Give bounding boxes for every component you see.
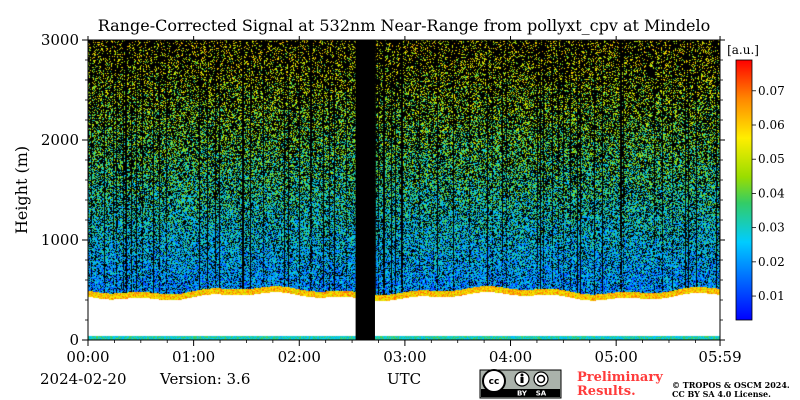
cc-license-badge: cc BY SA — [479, 369, 562, 399]
y-tick-label: 3000 — [41, 31, 79, 49]
colorbar-unit-label: [a.u.] — [727, 43, 759, 57]
data-gap-layer — [355, 40, 375, 340]
preliminary-label-line2: Results. — [577, 384, 636, 399]
colorbar-axis: 0.01 0.02 0.03 0.04 0.05 0.06 0.07 — [752, 84, 785, 303]
colorbar-tick-label: 0.03 — [758, 221, 785, 235]
chart-title: Range-Corrected Signal at 532nm Near-Ran… — [98, 16, 711, 35]
by-attribution-icon — [514, 371, 530, 387]
x-axis: 00:00 01:00 02:00 03:00 04:00 05:00 05:59 — [66, 36, 742, 366]
cc-icon: cc — [482, 369, 506, 393]
colorbar-tick-label: 0.02 — [758, 255, 785, 269]
y-tick-label: 1000 — [41, 231, 79, 249]
preliminary-label-line1: Preliminary — [577, 370, 663, 385]
license-by-label: BY — [517, 390, 528, 398]
x-tick-label: 03:00 — [383, 348, 426, 366]
colorbar-tick-label: 0.07 — [758, 84, 785, 98]
x-tick-label: 05:00 — [595, 348, 638, 366]
plot-frame — [87, 39, 721, 341]
x-tick-label: 05:59 — [698, 348, 741, 366]
data-gap-band — [355, 40, 375, 340]
footer-date: 2024-02-20 — [40, 370, 126, 388]
svg-text:cc: cc — [489, 377, 500, 387]
copyright-line1: © TROPOS & OSCM 2024. — [672, 380, 790, 390]
y-axis-label: Height (m) — [12, 146, 31, 234]
colorbar-tick-label: 0.01 — [758, 289, 785, 303]
y-tick-label: 2000 — [41, 131, 79, 149]
colorbar-tick-label: 0.06 — [758, 118, 785, 132]
heatmap-image — [88, 40, 720, 340]
x-tick-label: 04:00 — [489, 348, 532, 366]
y-tick-label: 0 — [69, 331, 79, 349]
footer-version: Version: 3.6 — [159, 370, 250, 388]
colorbar-tick-label: 0.04 — [758, 186, 785, 200]
share-alike-icon — [533, 371, 549, 387]
y-axis: 0 1000 2000 3000 — [41, 31, 725, 349]
license-sa-label: SA — [536, 390, 547, 398]
x-tick-label: 00:00 — [66, 348, 109, 366]
colorbar-tick-label: 0.05 — [758, 152, 785, 166]
x-axis-label: UTC — [387, 370, 421, 388]
x-tick-label: 02:00 — [278, 348, 321, 366]
copyright-line2: CC BY SA 4.0 License. — [672, 389, 771, 399]
x-tick-label: 01:00 — [172, 348, 215, 366]
colorbar — [735, 59, 753, 321]
